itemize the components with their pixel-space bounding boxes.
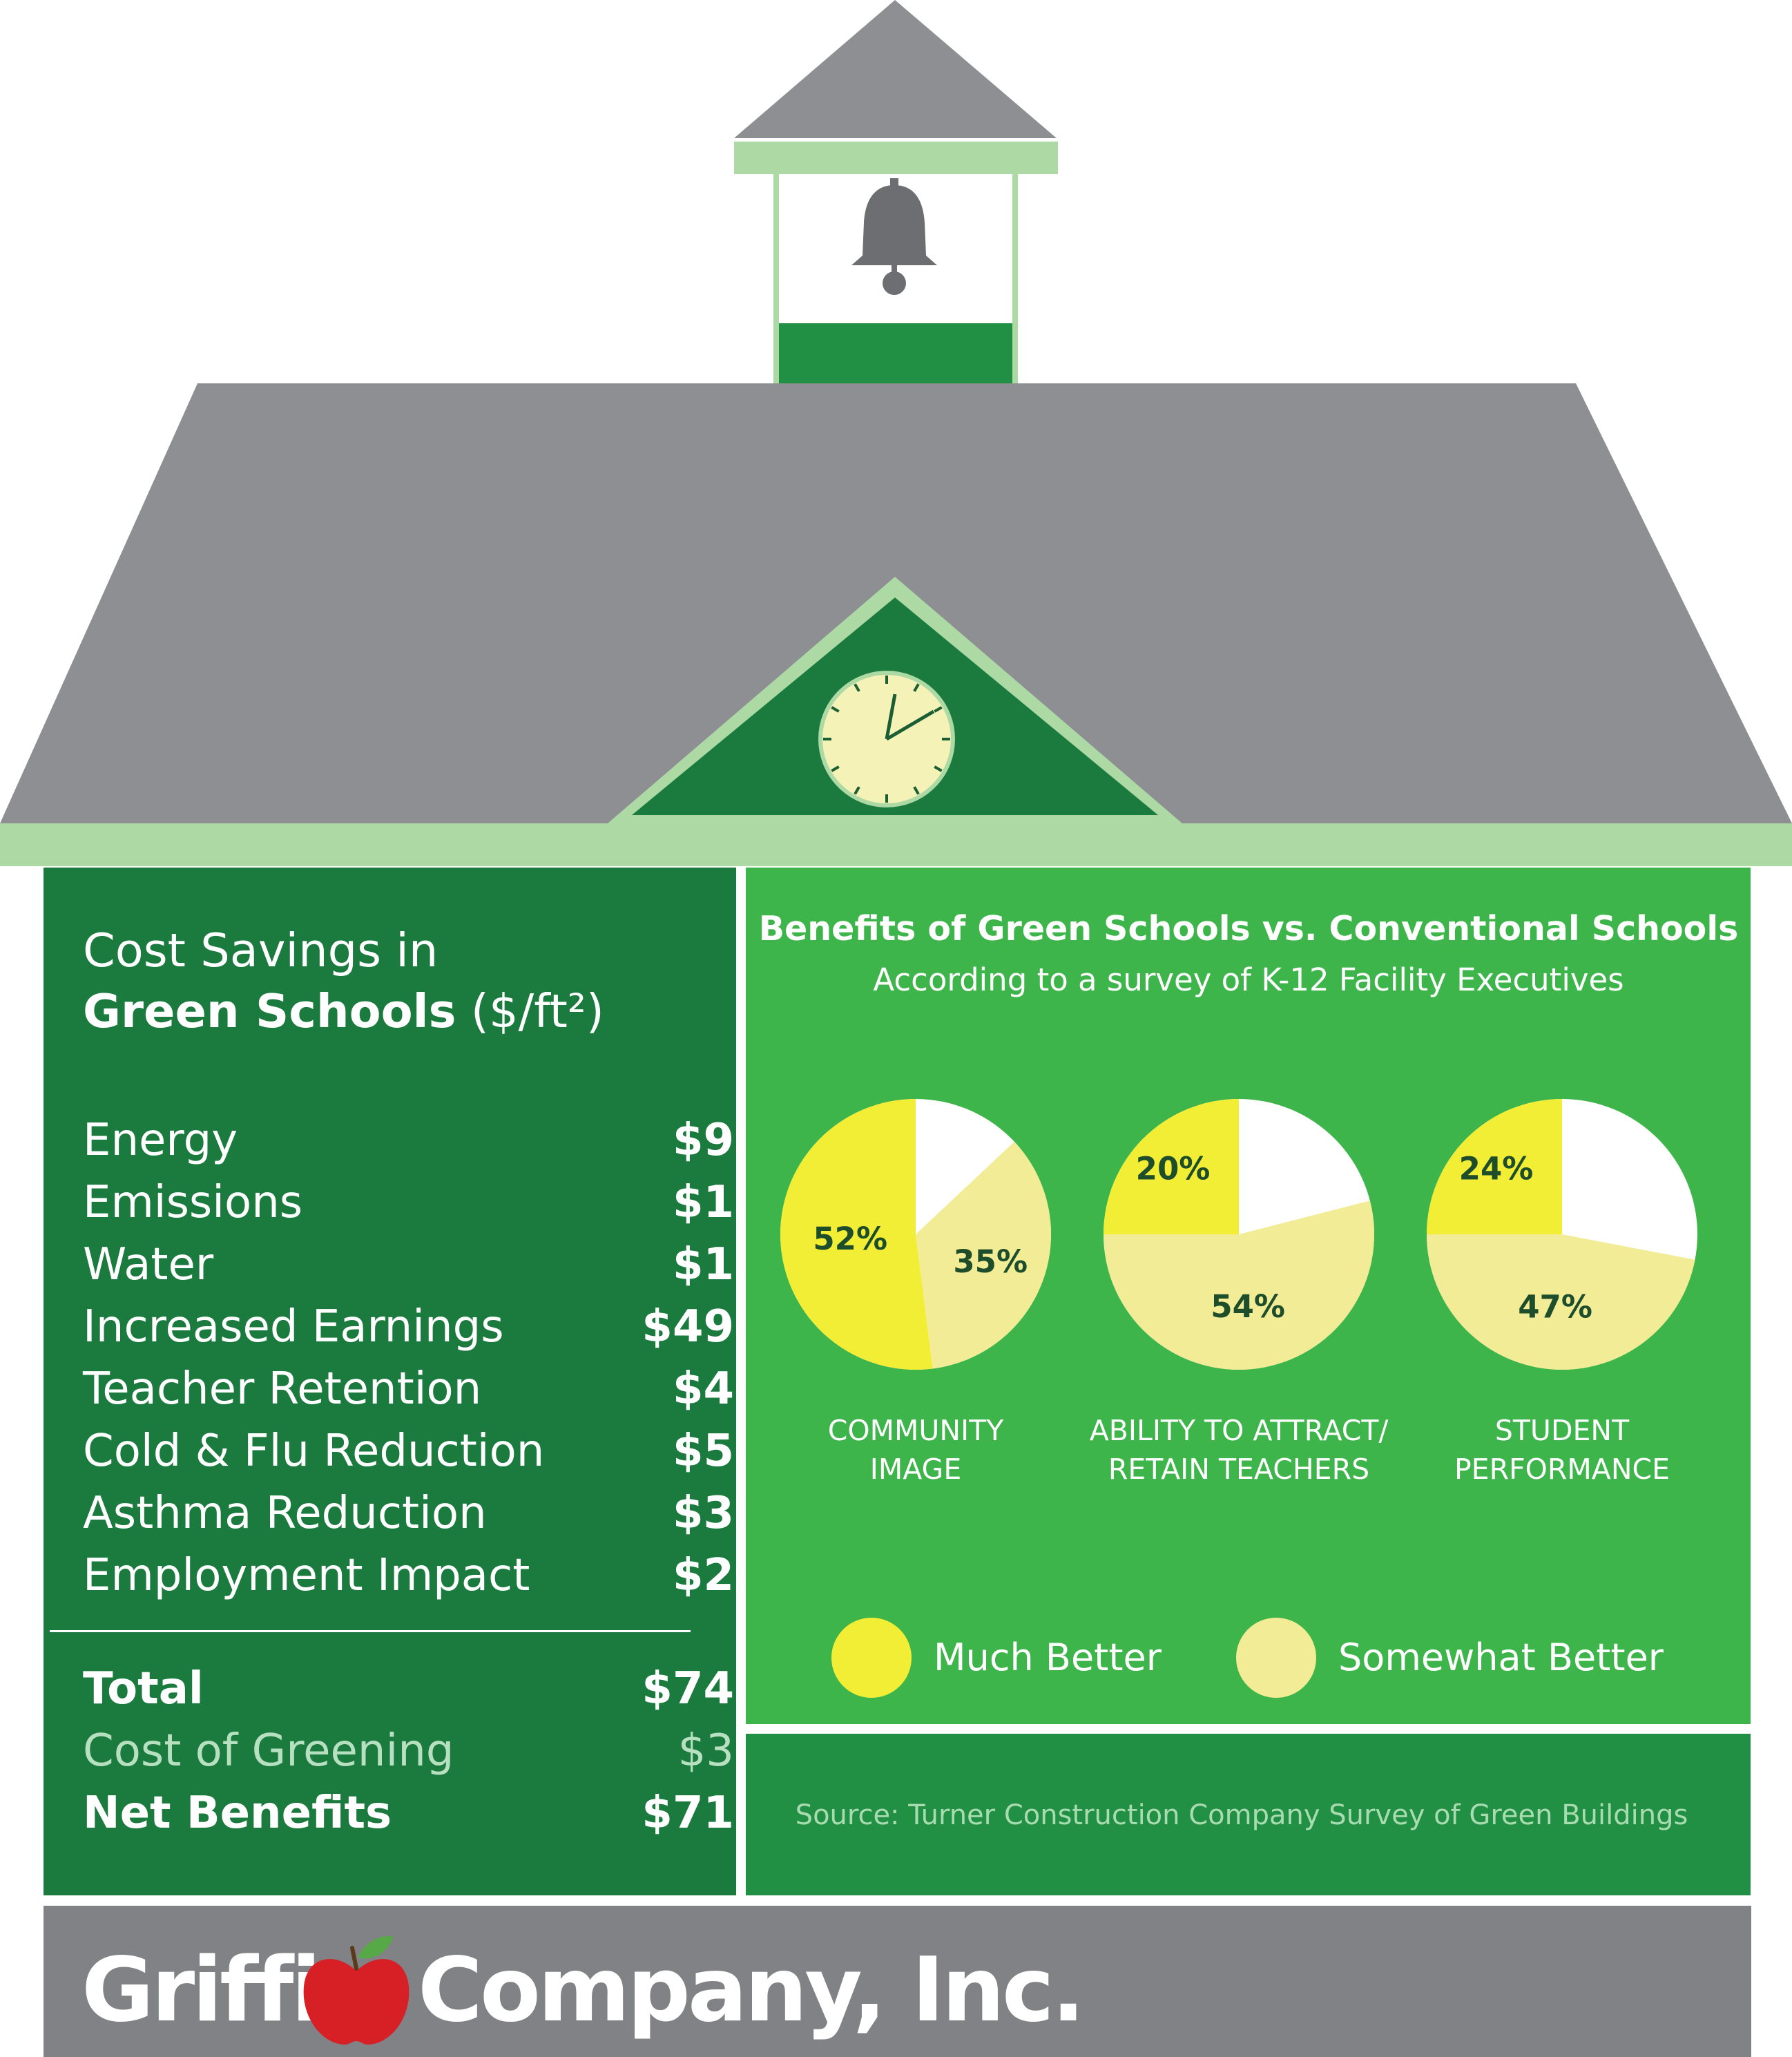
total-row: Total $74 (83, 1658, 734, 1720)
clock-tick (831, 706, 840, 713)
pie-title-line: COMMUNITY (828, 1414, 1004, 1447)
savings-value: $1 (672, 1239, 734, 1290)
savings-label: Employment Impact (83, 1550, 530, 1601)
savings-row-cold-flu: Cold & Flu Reduction $5 (83, 1420, 734, 1482)
legend-label-much-better: Much Better (934, 1636, 1162, 1679)
clock-tick (913, 786, 920, 795)
savings-label: Energy (83, 1115, 238, 1166)
clock-tick (934, 706, 943, 713)
benefits-title: Benefits of Green Schools vs. Convention… (759, 909, 1739, 948)
pie-slice-somewhat-better (1427, 1234, 1695, 1370)
clock-icon (818, 671, 955, 807)
legend-label-somewhat-better: Somewhat Better (1338, 1636, 1664, 1679)
total-label: Total (83, 1663, 204, 1714)
cost-of-greening-row: Cost of Greening $3 (83, 1720, 734, 1782)
cost-savings-title-line2: Green Schools ($/ft²) (83, 984, 604, 1039)
pie-label-much-better: 20% (1136, 1151, 1211, 1187)
savings-value: $1 (672, 1177, 734, 1228)
pie-label-somewhat-better: 47% (1518, 1289, 1592, 1326)
savings-row-asthma: Asthma Reduction $3 (83, 1482, 734, 1544)
savings-label: Teacher Retention (83, 1364, 482, 1415)
savings-value: $3 (672, 1488, 734, 1539)
savings-row-employment: Employment Impact $2 (83, 1544, 734, 1607)
pie-title-line: ABILITY TO ATTRACT/ (1090, 1414, 1389, 1447)
source-text: Source: Turner Construction Company Surv… (796, 1799, 1688, 1831)
cost-savings-title-bold: Green Schools (83, 984, 456, 1038)
pie-title-line: PERFORMANCE (1454, 1453, 1670, 1486)
pie-slice-somewhat-better (916, 1141, 1051, 1369)
clock-tick (913, 683, 920, 692)
savings-value: $5 (672, 1426, 734, 1477)
total-value: $74 (642, 1663, 734, 1714)
cost-label: Cost of Greening (83, 1725, 454, 1777)
cost-value: $3 (677, 1725, 734, 1777)
brand-name-right: Company, Inc. (418, 1939, 1082, 2042)
savings-label: Cold & Flu Reduction (83, 1426, 545, 1477)
pie-label-somewhat-better: 35% (953, 1243, 1028, 1280)
pie-label-much-better: 52% (813, 1221, 887, 1257)
legend-swatch-somewhat-better (1236, 1618, 1316, 1698)
clock-tick (854, 683, 860, 692)
apple-icon (303, 1936, 410, 2045)
savings-row-increased-earnings: Increased Earnings $49 (83, 1296, 734, 1358)
source-panel (746, 1734, 1751, 1895)
savings-divider (50, 1630, 691, 1632)
net-benefits-row: Net Benefits $71 (83, 1782, 734, 1844)
savings-value: $2 (672, 1550, 734, 1601)
clock-tick (934, 765, 943, 772)
tower-roof (734, 0, 1057, 138)
tower-trim (734, 142, 1058, 174)
cost-savings-title-line1: Cost Savings in (83, 924, 439, 977)
pie-title-line: STUDENT (1495, 1414, 1630, 1447)
net-label: Net Benefits (83, 1788, 392, 1839)
savings-row-emissions: Emissions $1 (83, 1171, 734, 1234)
pie-slice-somewhat-better (1103, 1200, 1374, 1370)
savings-label: Increased Earnings (83, 1301, 504, 1352)
legend-swatch-much-better (831, 1618, 912, 1698)
savings-label: Water (83, 1239, 214, 1290)
pie-title-line: RETAIN TEACHERS (1108, 1453, 1369, 1486)
savings-row-energy: Energy $9 (83, 1109, 734, 1171)
net-value: $71 (642, 1788, 734, 1839)
savings-value: $49 (642, 1301, 734, 1352)
savings-value: $9 (672, 1115, 734, 1166)
pie-label-somewhat-better: 54% (1211, 1288, 1285, 1325)
cost-savings-unit: ($/ft²) (470, 984, 604, 1038)
eave-band (0, 823, 1792, 866)
savings-value: $4 (672, 1364, 734, 1415)
savings-row-teacher-retention: Teacher Retention $4 (83, 1358, 734, 1420)
savings-label: Asthma Reduction (83, 1488, 487, 1539)
pie-title-line: IMAGE (870, 1453, 961, 1486)
bell-icon (851, 178, 937, 295)
pie-slice-much-better (780, 1099, 933, 1370)
benefits-subtitle: According to a survey of K-12 Facility E… (873, 961, 1624, 998)
savings-row-water: Water $1 (83, 1234, 734, 1296)
pie-slice-much-better (1104, 1099, 1239, 1234)
clock-tick (854, 786, 860, 795)
pie-label-much-better: 24% (1459, 1151, 1534, 1187)
cost-savings-panel: Cost Savings in Green Schools ($/ft²) En… (44, 868, 736, 1895)
pie-slice-much-better (1427, 1099, 1562, 1234)
savings-label: Emissions (83, 1177, 303, 1228)
clock-tick (831, 765, 840, 772)
